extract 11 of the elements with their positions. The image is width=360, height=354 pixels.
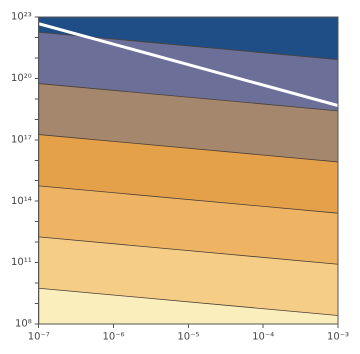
y-tick-label: 10²⁰ <box>10 72 32 84</box>
x-tick-label: 10⁻⁶ <box>102 332 125 343</box>
x-tick-label: 10⁻⁴ <box>252 332 274 343</box>
y-tick-label: 10²³ <box>10 12 32 23</box>
y-tick-label: 10¹¹ <box>10 257 32 268</box>
x-tick-label: 10⁻⁷ <box>28 332 50 343</box>
x-tick-label: 10⁻⁵ <box>177 332 200 343</box>
y-tick-label: 10¹⁴ <box>10 196 32 207</box>
x-tick-label: 10⁻³ <box>326 332 349 343</box>
y-tick-label: 10¹⁷ <box>10 134 32 146</box>
y-tick-label: 10⁸ <box>15 318 32 330</box>
